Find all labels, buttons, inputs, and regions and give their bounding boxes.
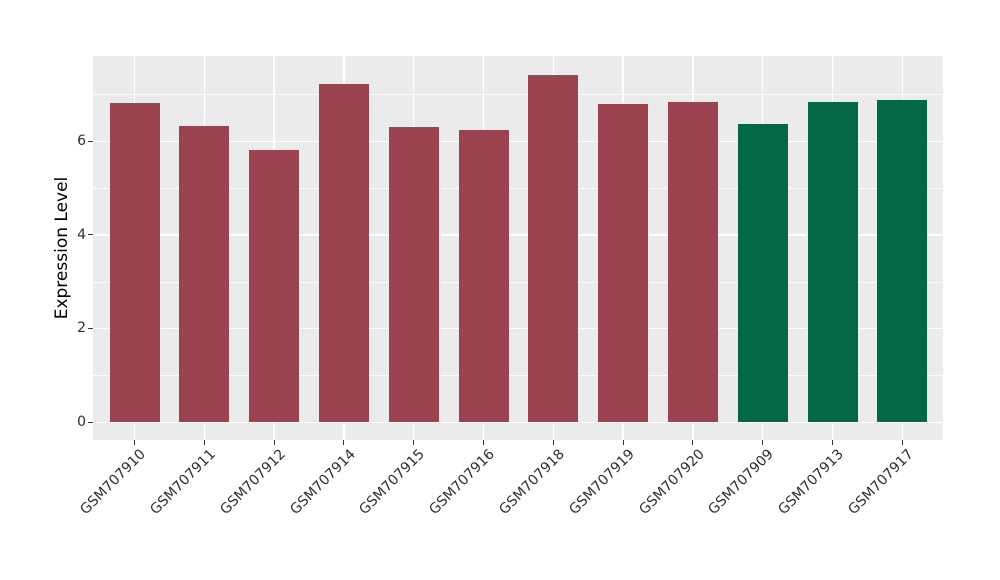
x-tick-mark-GSM707918 [552, 440, 554, 445]
x-tick-label-GSM707917: GSM707917 [845, 446, 917, 518]
major-gridline-y-2 [93, 327, 943, 330]
bar-GSM707911 [179, 126, 230, 422]
y-axis-title: Expression Level [52, 176, 72, 320]
bar-GSM707916 [458, 130, 509, 422]
bar-GSM707913 [807, 101, 858, 422]
plot-panel [93, 56, 943, 440]
y-tick-label-6: 6 [77, 133, 86, 150]
bar-GSM707912 [249, 150, 300, 422]
x-tick-mark-GSM707912 [273, 440, 275, 445]
bar-GSM707914 [318, 84, 369, 422]
x-tick-mark-GSM707910 [134, 440, 135, 445]
x-tick-label-GSM707919: GSM707919 [566, 446, 638, 518]
y-tick-mark-2 [88, 327, 93, 329]
x-tick-mark-GSM707915 [413, 440, 415, 445]
x-tick-mark-GSM707916 [483, 440, 484, 445]
bar-GSM707918 [528, 74, 579, 422]
y-tick-label-0: 0 [77, 414, 86, 430]
x-tick-mark-GSM707911 [203, 440, 205, 445]
x-tick-label-GSM707913: GSM707913 [775, 446, 848, 518]
x-tick-label-GSM707916: GSM707916 [426, 446, 499, 518]
y-tick-label-4: 4 [77, 226, 86, 243]
bar-GSM707909 [737, 123, 788, 422]
major-gridline-y-0 [93, 421, 943, 424]
bar-GSM707919 [598, 103, 649, 422]
major-gridline-y-6 [93, 140, 943, 143]
x-tick-label-GSM707914: GSM707914 [286, 446, 359, 518]
minor-gridline-y-1 [93, 375, 943, 377]
x-tick-label-GSM707915: GSM707915 [356, 446, 429, 518]
x-tick-label-GSM707912: GSM707912 [217, 446, 289, 518]
x-tick-mark-GSM707913 [832, 440, 833, 445]
x-tick-label-GSM707920: GSM707920 [635, 446, 708, 518]
y-tick-mark-4 [88, 234, 93, 236]
x-tick-mark-GSM707920 [692, 440, 694, 445]
x-tick-mark-GSM707919 [622, 440, 624, 445]
x-tick-label-GSM707909: GSM707909 [705, 446, 778, 518]
major-gridline-y-4 [93, 234, 943, 236]
minor-gridline-y-5 [93, 187, 943, 189]
bar-GSM707920 [667, 101, 718, 422]
bar-GSM707910 [109, 102, 160, 422]
x-tick-mark-GSM707909 [762, 440, 764, 445]
bar-GSM707915 [388, 127, 439, 422]
bar-GSM707917 [877, 99, 928, 422]
x-tick-label-GSM707911: GSM707911 [147, 446, 219, 518]
y-tick-mark-0 [88, 421, 93, 423]
x-tick-label-GSM707918: GSM707918 [496, 446, 568, 518]
minor-gridline-y-7 [93, 94, 943, 96]
x-tick-mark-GSM707917 [901, 440, 903, 445]
x-tick-mark-GSM707914 [343, 440, 345, 445]
minor-gridline-y-3 [93, 281, 943, 283]
y-tick-mark-6 [88, 140, 93, 142]
y-tick-label-2: 2 [77, 320, 86, 337]
x-tick-label-GSM707910: GSM707910 [77, 446, 150, 518]
